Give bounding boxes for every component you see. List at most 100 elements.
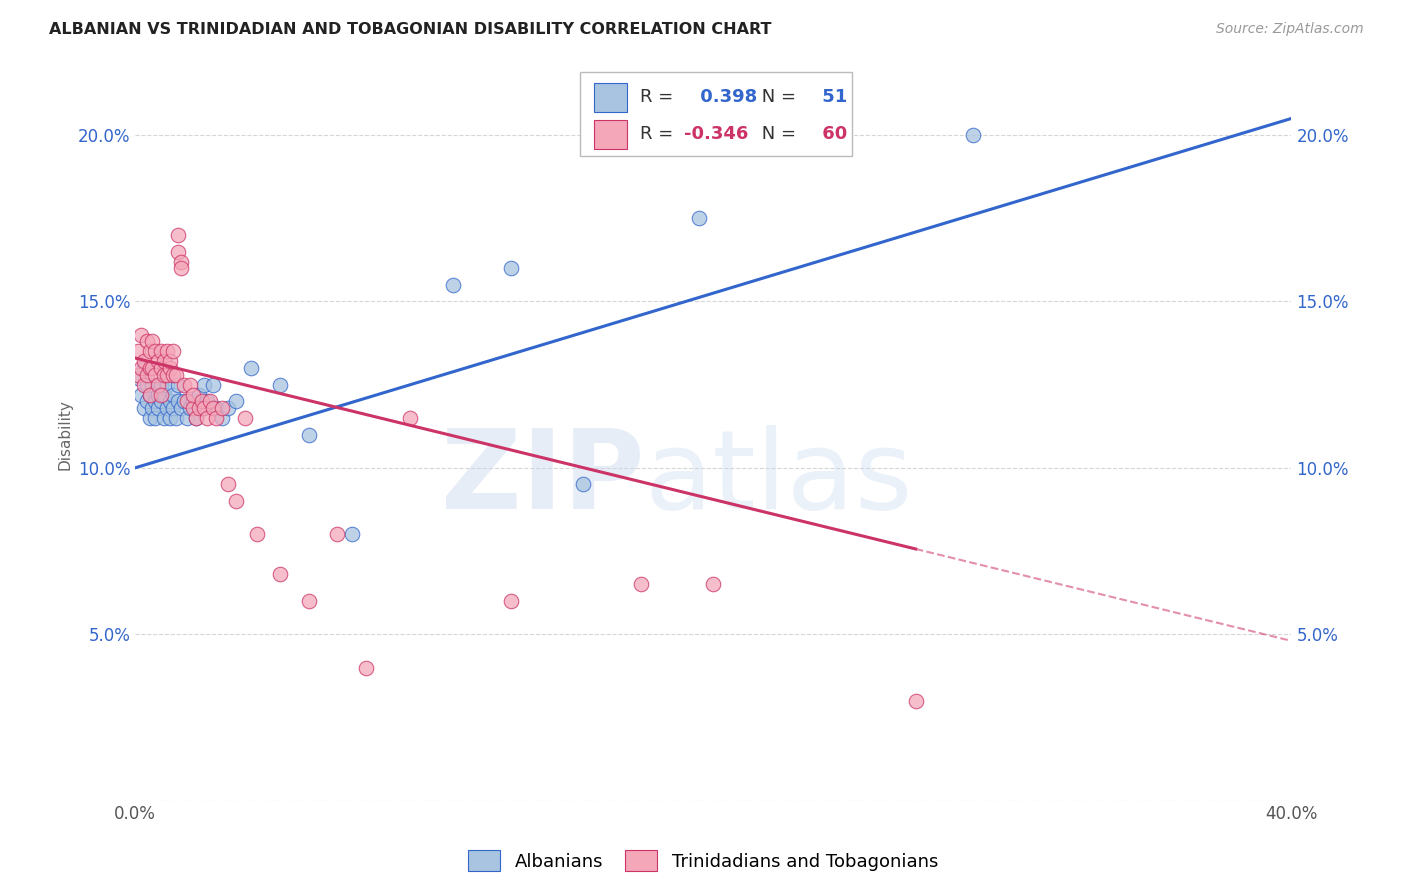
Point — [148, 377, 170, 392]
Point — [499, 261, 522, 276]
Point — [159, 354, 181, 368]
Text: 51: 51 — [817, 88, 848, 106]
Point — [150, 377, 173, 392]
Point — [202, 377, 225, 392]
Point — [165, 368, 187, 382]
Point — [162, 368, 184, 382]
Point — [129, 387, 152, 401]
Point — [297, 594, 319, 608]
Point — [225, 394, 247, 409]
Point — [398, 411, 420, 425]
Point — [269, 377, 291, 392]
Point — [962, 128, 984, 142]
Point — [184, 411, 207, 425]
Point — [141, 377, 163, 392]
Point — [181, 387, 204, 401]
Point — [195, 411, 218, 425]
Point — [205, 411, 228, 425]
FancyBboxPatch shape — [595, 83, 627, 112]
Point — [138, 387, 160, 401]
Point — [441, 277, 464, 292]
Point — [170, 401, 193, 415]
Point — [356, 660, 378, 674]
Point — [340, 527, 363, 541]
Text: R =: R = — [640, 88, 679, 106]
Point — [499, 594, 522, 608]
Point — [162, 401, 184, 415]
Text: 0.398: 0.398 — [693, 88, 756, 106]
Point — [200, 394, 222, 409]
Point — [138, 344, 160, 359]
Point — [170, 261, 193, 276]
Point — [233, 411, 256, 425]
Point — [217, 401, 239, 415]
Text: atlas: atlas — [644, 425, 912, 532]
Point — [167, 377, 190, 392]
Text: 60: 60 — [817, 125, 848, 143]
Point — [156, 377, 179, 392]
Point — [239, 361, 262, 376]
Point — [225, 494, 247, 508]
Point — [127, 371, 149, 385]
Point — [156, 401, 179, 415]
Point — [141, 361, 163, 376]
FancyBboxPatch shape — [595, 120, 627, 149]
FancyBboxPatch shape — [581, 72, 852, 156]
Point — [150, 394, 173, 409]
Point — [904, 694, 927, 708]
Point — [135, 377, 157, 392]
Point — [702, 577, 724, 591]
Point — [170, 254, 193, 268]
Point — [150, 361, 173, 376]
Point — [159, 394, 181, 409]
Text: N =: N = — [756, 88, 801, 106]
Point — [181, 401, 204, 415]
Point — [153, 387, 176, 401]
Point — [162, 387, 184, 401]
Point — [148, 354, 170, 368]
Point — [143, 411, 166, 425]
Point — [143, 344, 166, 359]
Point — [193, 401, 215, 415]
Point — [179, 377, 201, 392]
Point — [159, 361, 181, 376]
Point — [138, 361, 160, 376]
Point — [184, 411, 207, 425]
Point — [190, 401, 212, 415]
Point — [135, 368, 157, 382]
Point — [202, 401, 225, 415]
Point — [173, 377, 195, 392]
Point — [167, 394, 190, 409]
Point — [138, 387, 160, 401]
Point — [245, 527, 267, 541]
Point — [187, 401, 209, 415]
Point — [630, 577, 652, 591]
Point — [153, 411, 176, 425]
Point — [297, 427, 319, 442]
Point — [138, 411, 160, 425]
Point — [187, 387, 209, 401]
Point — [190, 394, 212, 409]
Point — [129, 327, 152, 342]
Point — [159, 411, 181, 425]
Point — [150, 387, 173, 401]
Point — [135, 394, 157, 409]
Point — [148, 401, 170, 415]
Point — [572, 477, 595, 491]
Point — [173, 394, 195, 409]
Text: Source: ZipAtlas.com: Source: ZipAtlas.com — [1216, 22, 1364, 37]
Point — [176, 394, 198, 409]
Point — [176, 411, 198, 425]
Point — [167, 227, 190, 242]
Point — [143, 368, 166, 382]
Point — [156, 368, 179, 382]
Point — [326, 527, 349, 541]
Point — [162, 344, 184, 359]
Text: ALBANIAN VS TRINIDADIAN AND TOBAGONIAN DISABILITY CORRELATION CHART: ALBANIAN VS TRINIDADIAN AND TOBAGONIAN D… — [49, 22, 772, 37]
Text: ZIP: ZIP — [440, 425, 644, 532]
Point — [193, 377, 215, 392]
Text: -0.346: -0.346 — [685, 125, 749, 143]
Legend: Albanians, Trinidadians and Tobagonians: Albanians, Trinidadians and Tobagonians — [461, 843, 945, 879]
Point — [132, 354, 155, 368]
Point — [269, 567, 291, 582]
